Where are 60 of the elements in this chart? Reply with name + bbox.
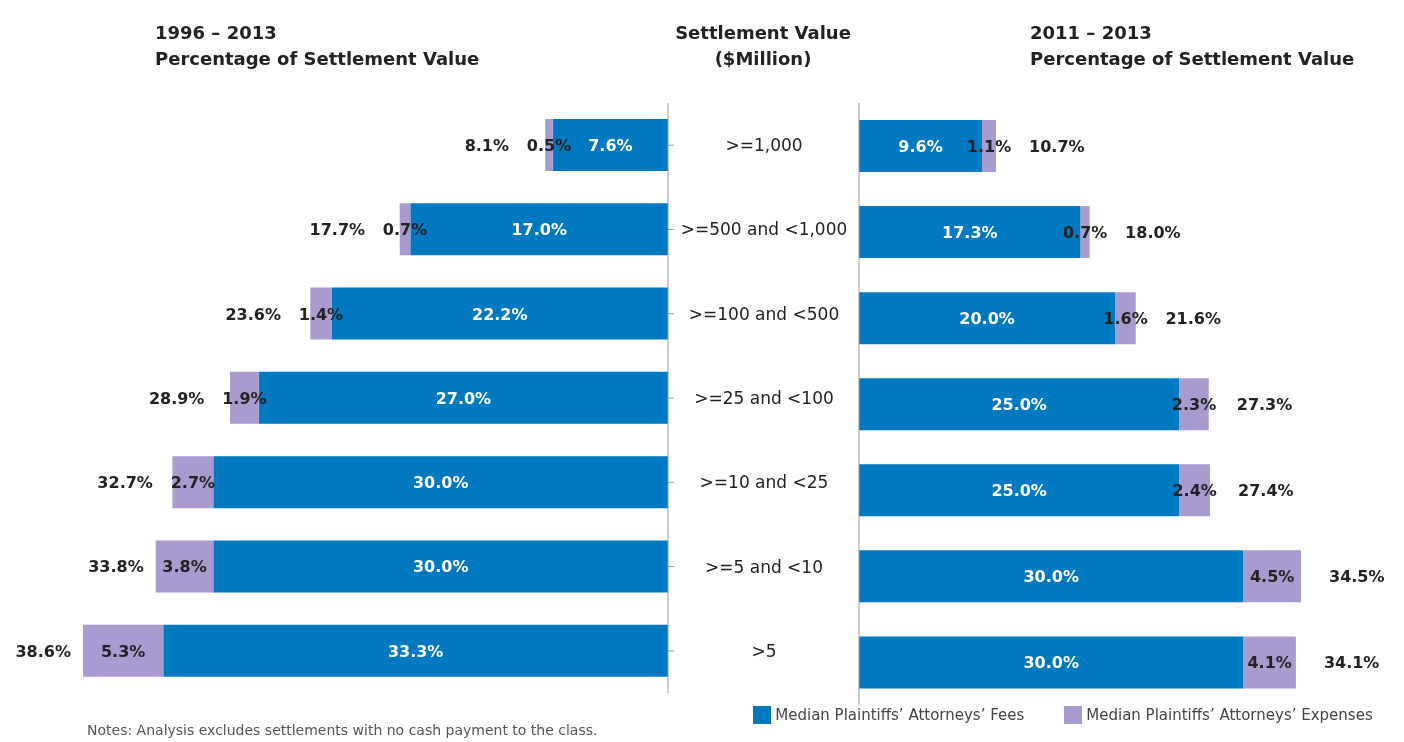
- data-label: 0.5%: [526, 136, 572, 155]
- y-tick-label: >=500 and <1,000: [680, 219, 848, 240]
- bar: [859, 550, 1244, 603]
- bar: [213, 456, 668, 509]
- data-label: 0.7%: [1062, 223, 1108, 243]
- total-label: 33.8%: [88, 557, 144, 577]
- bar: [859, 636, 1244, 689]
- chart-subtitle: Percentage of Settlement Value: [1030, 47, 1355, 71]
- data-label: 1.6%: [1103, 309, 1148, 329]
- y-tick-label: >=100 and <500: [688, 303, 840, 324]
- legend-label: Median Plaintiffs’ Attorneys’ Expenses: [1086, 705, 1373, 724]
- total-label: 18.0%: [1125, 223, 1181, 243]
- data-label: 30.0%: [1023, 653, 1079, 673]
- data-label: 9.6%: [898, 137, 943, 156]
- text: Notes: Analysis excludes settlements with no cash payment to the class.: [87, 722, 598, 738]
- data-label: 30.0%: [412, 473, 469, 493]
- total-label: 28.9%: [148, 388, 205, 408]
- y-tick-label: >=10 and <25: [699, 472, 829, 493]
- total-label: 21.6%: [1165, 309, 1221, 329]
- data-label: 30.0%: [412, 557, 469, 577]
- chart-subtitle: Percentage of Settlement Value: [155, 47, 480, 71]
- bar: [213, 540, 668, 593]
- y-tick-label: >5: [751, 640, 777, 661]
- legend-label: Median Plaintiffs’ Attorneys’ Fees: [775, 705, 1025, 724]
- total-label: 8.1%: [464, 136, 510, 155]
- data-label: 0.7%: [382, 220, 428, 240]
- y-tick-label: >=25 and <100: [694, 388, 834, 408]
- total-label: 27.3%: [1236, 395, 1293, 415]
- data-label: 4.1%: [1247, 653, 1292, 673]
- total-label: 27.4%: [1238, 481, 1294, 501]
- data-label: 25.0%: [991, 481, 1047, 501]
- data-label: 5.3%: [100, 641, 146, 661]
- data-label: 25.0%: [991, 395, 1047, 415]
- total-label: 34.1%: [1323, 653, 1380, 673]
- data-label: 3.8%: [162, 557, 207, 577]
- data-label: 30.0%: [1023, 567, 1079, 587]
- y-tick-label: >=5 and <10: [705, 556, 823, 577]
- data-label: 7.6%: [588, 136, 633, 155]
- data-label: 22.2%: [472, 304, 528, 324]
- bar: [83, 624, 164, 677]
- data-label: 27.0%: [435, 388, 492, 408]
- bar: [1243, 636, 1296, 689]
- data-label: 33.3%: [387, 641, 444, 661]
- bar: [1243, 550, 1301, 603]
- y-tick-label: >=1,000: [725, 135, 803, 156]
- data-label: 17.0%: [511, 220, 567, 240]
- data-label: 4.5%: [1249, 567, 1295, 587]
- total-label: 34.5%: [1329, 567, 1385, 587]
- y-axis-title: Settlement Value ($Million): [674, 21, 852, 71]
- chart-title: 2011 – 2013: [1030, 21, 1153, 45]
- chart-title: 1996 – 2013: [155, 21, 278, 45]
- bar: [163, 624, 668, 677]
- total-label: 23.6%: [225, 304, 281, 324]
- data-label: 17.3%: [942, 223, 998, 243]
- data-label: 1.1%: [966, 137, 1012, 156]
- data-label: 20.0%: [959, 309, 1015, 329]
- total-label: 17.7%: [309, 220, 366, 240]
- total-label: 38.6%: [15, 641, 71, 661]
- total-label: 32.7%: [97, 473, 153, 493]
- total-label: 10.7%: [1029, 137, 1085, 156]
